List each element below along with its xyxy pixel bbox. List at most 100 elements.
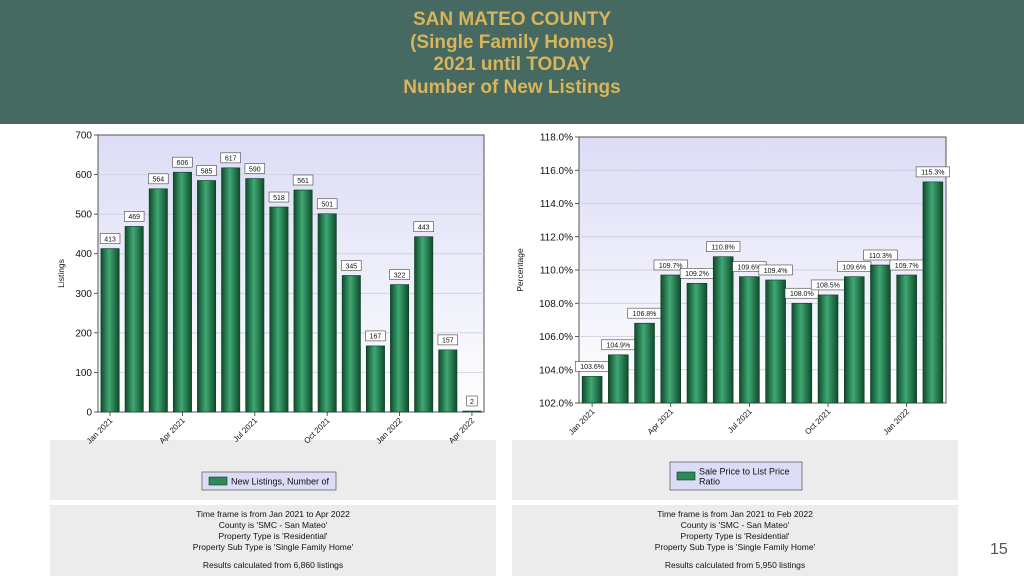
bar [438,349,458,413]
plot-area [512,124,958,440]
y-tick-label: 118.0% [540,133,573,144]
data-label: 109.6% [738,264,762,271]
bar [712,256,734,404]
bar [791,302,813,404]
bar [817,294,839,404]
legend-swatch [208,476,228,486]
data-label: 443 [418,224,430,231]
bar [365,345,385,413]
y-axis-label: Listings [56,259,66,288]
sale-price-ratio-chart-panel: 102.0% 104.0% 106.0% 108.0% 110.0% 112.0% 114.… [512,124,958,500]
criteria-property-subtype: Property Sub Type is 'Single Family Home… [192,542,354,552]
data-label: 109.7% [659,263,683,270]
data-label-box [220,152,241,164]
data-label-box [413,221,434,232]
bar [686,283,708,404]
data-label-box [784,287,819,299]
criteria-property-subtype: Property Sub Type is 'Single Family Home… [654,542,816,552]
y-tick-label: 106.0% [539,332,573,343]
data-label: 518 [273,195,285,202]
y-tick-label: 500 [75,210,92,221]
data-label: 501 [321,202,333,209]
legend-box [201,471,337,491]
criteria-timeframe: Time frame is from Jan 2021 to Apr 2022 [196,509,350,519]
y-axis-label: Percentage [515,248,525,292]
y-tick-label: 104.0% [539,365,573,376]
data-label: 322 [394,272,406,279]
bar [922,181,944,404]
data-label: 167 [370,334,382,341]
bar [245,178,265,413]
bar [124,226,144,413]
data-label-box [292,174,314,186]
sale-price-ratio-criteria: Time frame is from Jan 2021 to Feb 2022 … [512,505,958,576]
criteria-results: Results calculated from 6,860 listings [202,560,344,570]
data-label: 110.8% [712,245,735,252]
header-line-2: (Single Family Homes) [410,31,614,53]
legend-label: New Listings, Number of [231,477,330,487]
data-label: 585 [201,168,213,175]
header-line-4: Number of New Listings [403,76,621,98]
bar [221,167,241,413]
data-label: 109.4% [764,268,788,275]
bar [660,274,682,404]
sale-price-ratio-chart: 102.0% 104.0% 106.0% 108.0% 110.0% 112.0% 114.… [512,124,958,491]
bar [581,376,603,404]
new-listings-chart-panel: 0 100 200 300 400 500 600 700 Listings 413 469 564 6… [50,124,496,500]
y-tick-label: 114.0% [540,199,573,210]
slide-header: SAN MATEO COUNTY (Single Family Homes) 2… [0,0,1024,124]
new-listings-chart: 0 100 200 300 400 500 600 700 Listings 413 469 564 6… [50,124,496,491]
criteria-timeframe: Time frame is from Jan 2021 to Feb 2022 [657,509,813,519]
data-label-box [196,165,217,176]
data-label: 110.3% [869,253,892,260]
data-label: 469 [128,214,140,221]
data-label-box [341,260,362,271]
data-label: 109.7% [895,263,919,270]
data-label: 108.5% [816,283,840,290]
bars: 103.6%104.9%106.8%109.7%109.2%110.8%109.… [575,166,950,404]
bar [414,236,434,413]
data-label-box [915,166,950,178]
data-label: 103.6% [580,364,604,371]
data-label-box [466,395,478,407]
y-tick-label: 110.0% [540,266,573,277]
criteria-county: County is 'SMC - San Mateo' [680,520,790,530]
data-label: 561 [297,178,309,185]
criteria-property-type: Property Type is 'Residential' [680,531,790,541]
data-label-box [706,241,741,252]
bar [293,189,313,413]
page-number: 15 [990,541,1008,558]
bar [148,188,168,413]
bar [341,275,361,413]
data-label: 2 [470,399,474,406]
data-label: 590 [249,166,261,173]
bar [843,276,865,404]
bar [462,410,482,413]
data-label-box [389,269,410,280]
data-label: 115.3% [921,170,944,177]
data-label-box [244,163,266,174]
data-label-box [172,156,193,168]
y-tick-label: 112.0% [540,232,573,243]
criteria-property-type: Property Type is 'Residential' [218,531,328,541]
data-label: 617 [225,156,237,163]
data-label-box [653,259,688,271]
bar [634,322,655,404]
bar [739,276,760,404]
data-label-box [365,330,386,342]
legend-swatch [676,471,696,481]
new-listings-criteria: Time frame is from Jan 2021 to Apr 2022 … [50,505,496,576]
data-label-box [99,233,121,244]
y-tick-label: 0 [86,408,92,419]
bar [269,206,289,413]
data-label: 413 [104,236,116,243]
bar [765,279,786,404]
y-tick-label: 108.0% [539,299,573,310]
bar [608,354,629,404]
data-label-box [437,334,459,346]
data-label-box [268,191,290,203]
data-label: 104.9% [606,343,630,350]
data-label: 564 [152,177,164,184]
legend-label: Ratio [699,477,720,487]
y-tick-label: 102.0% [539,399,573,410]
